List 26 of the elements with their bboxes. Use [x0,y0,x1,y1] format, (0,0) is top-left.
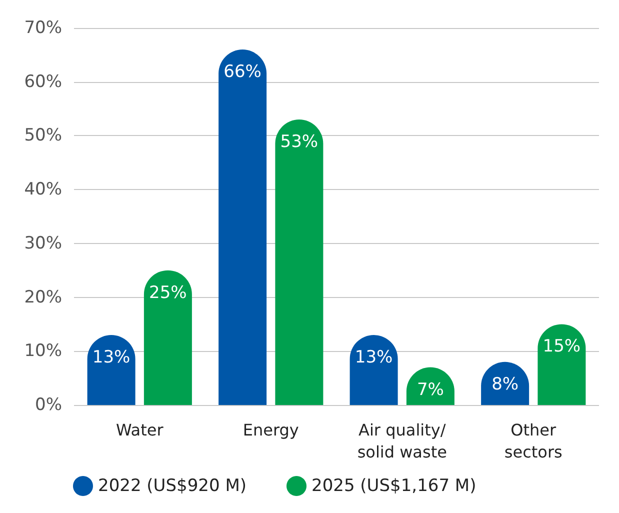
x-tick-label: Other sectors [504,420,562,462]
data-label: 53% [280,132,318,152]
data-label: 66% [224,62,262,82]
data-label: 15% [542,336,581,357]
x-tick-label: Air quality/ solid waste [357,420,447,462]
y-tick-label: 70% [24,18,62,38]
data-label: 8% [492,374,519,394]
bar [538,324,586,405]
y-tick-label: 10% [24,341,62,362]
x-tick-label: Water [116,420,164,440]
y-tick-label: 30% [24,233,62,254]
y-tick-label: 0% [35,395,62,415]
data-label: 7% [416,380,444,400]
y-tick-label: 40% [24,180,62,200]
x-tick-label: Energy [242,420,299,440]
bar [275,120,324,405]
data-label: 13% [354,347,393,368]
legend-label: 2025 (US$1,167 M) [312,476,476,496]
y-tick-label: 20% [24,287,62,308]
data-label: 13% [92,347,130,368]
bar [144,270,192,405]
legend-label: 2022 (US$920 M) [98,476,247,496]
y-tick-label: 50% [24,126,62,146]
y-tick-label: 60% [24,72,62,92]
bar [218,50,267,405]
data-label: 25% [149,282,187,303]
